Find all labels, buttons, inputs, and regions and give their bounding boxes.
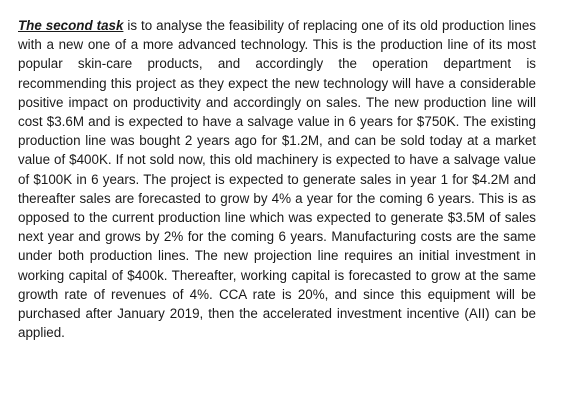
task-paragraph: The second task is to analyse the feasib… — [18, 16, 536, 342]
task-heading: The second task — [18, 18, 124, 33]
task-body-text: is to analyse the feasibility of replaci… — [18, 18, 536, 341]
